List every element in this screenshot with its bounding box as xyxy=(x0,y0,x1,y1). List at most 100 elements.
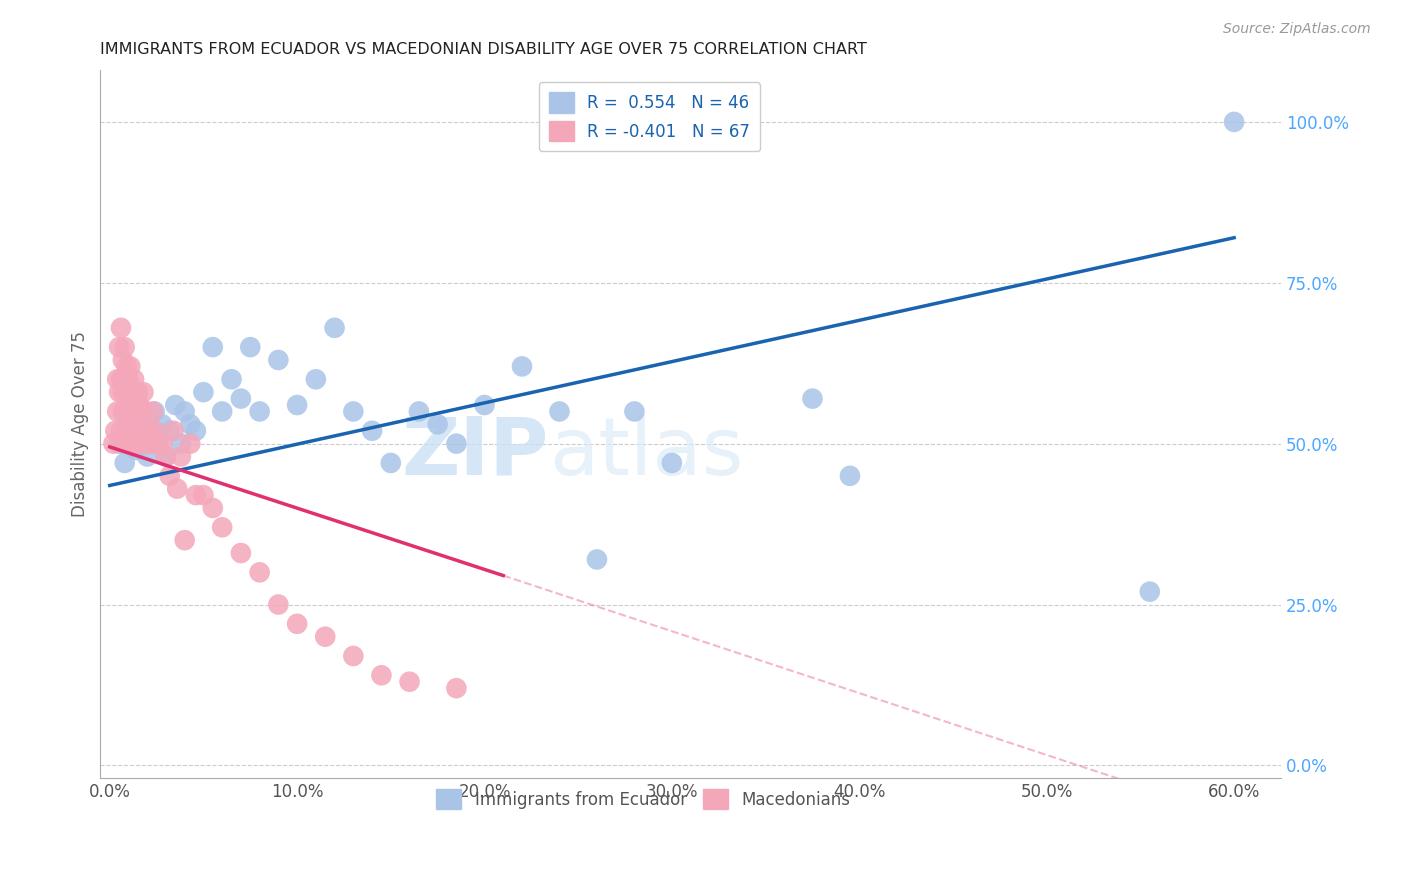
Point xyxy=(155,450,177,464)
Point xyxy=(370,668,392,682)
Point xyxy=(150,436,173,450)
Point xyxy=(121,385,143,400)
Point xyxy=(1139,584,1161,599)
Point xyxy=(120,385,142,400)
Point xyxy=(285,398,308,412)
Point xyxy=(267,353,290,368)
Point xyxy=(342,404,364,418)
Point xyxy=(249,566,271,580)
Point xyxy=(170,450,193,464)
Point xyxy=(128,398,150,412)
Point xyxy=(155,450,177,464)
Point xyxy=(111,353,134,368)
Point xyxy=(474,398,496,412)
Point xyxy=(159,468,181,483)
Point xyxy=(193,385,215,400)
Point xyxy=(111,385,134,400)
Point xyxy=(166,482,188,496)
Point xyxy=(103,436,125,450)
Point xyxy=(221,372,243,386)
Point xyxy=(143,424,166,438)
Point xyxy=(121,430,143,444)
Point xyxy=(211,404,233,418)
Point xyxy=(173,404,195,418)
Point xyxy=(285,616,308,631)
Point xyxy=(114,456,136,470)
Point xyxy=(179,417,201,432)
Point xyxy=(128,424,150,438)
Point xyxy=(267,598,290,612)
Point xyxy=(239,340,262,354)
Point xyxy=(138,424,160,438)
Point xyxy=(211,520,233,534)
Point xyxy=(105,372,128,386)
Point xyxy=(148,436,170,450)
Point xyxy=(173,533,195,548)
Point xyxy=(127,385,149,400)
Point xyxy=(165,398,187,412)
Point xyxy=(139,436,162,450)
Point xyxy=(114,340,136,354)
Point xyxy=(380,456,402,470)
Point xyxy=(314,630,336,644)
Point xyxy=(162,424,184,438)
Point xyxy=(114,404,136,418)
Point xyxy=(184,488,207,502)
Point xyxy=(125,443,148,458)
Point xyxy=(108,340,131,354)
Point xyxy=(229,392,252,406)
Point xyxy=(142,404,165,418)
Point xyxy=(114,436,136,450)
Point xyxy=(108,436,131,450)
Point xyxy=(342,648,364,663)
Point xyxy=(125,404,148,418)
Point xyxy=(586,552,609,566)
Y-axis label: Disability Age Over 75: Disability Age Over 75 xyxy=(72,331,89,517)
Point xyxy=(125,436,148,450)
Point xyxy=(801,392,824,406)
Point xyxy=(132,436,155,450)
Point xyxy=(229,546,252,560)
Point xyxy=(117,424,139,438)
Point xyxy=(127,424,149,438)
Point xyxy=(115,424,138,438)
Point xyxy=(426,417,449,432)
Point xyxy=(159,424,181,438)
Point xyxy=(108,385,131,400)
Point xyxy=(131,436,153,450)
Point xyxy=(121,436,143,450)
Point xyxy=(446,436,468,450)
Point xyxy=(136,436,159,450)
Point xyxy=(839,468,862,483)
Point xyxy=(623,404,645,418)
Text: IMMIGRANTS FROM ECUADOR VS MACEDONIAN DISABILITY AGE OVER 75 CORRELATION CHART: IMMIGRANTS FROM ECUADOR VS MACEDONIAN DI… xyxy=(100,42,868,57)
Point xyxy=(408,404,430,418)
Legend: Immigrants from Ecuador, Macedonians: Immigrants from Ecuador, Macedonians xyxy=(430,782,858,816)
Point xyxy=(305,372,328,386)
Point xyxy=(117,436,139,450)
Text: atlas: atlas xyxy=(548,414,744,491)
Point xyxy=(115,359,138,374)
Point xyxy=(111,404,134,418)
Point xyxy=(446,681,468,695)
Point xyxy=(548,404,571,418)
Point xyxy=(132,385,155,400)
Point xyxy=(121,404,143,418)
Point xyxy=(361,424,384,438)
Point xyxy=(120,424,142,438)
Point xyxy=(184,424,207,438)
Point xyxy=(105,404,128,418)
Point xyxy=(128,417,150,432)
Point xyxy=(148,436,170,450)
Text: ZIP: ZIP xyxy=(402,414,548,491)
Point xyxy=(249,404,271,418)
Point xyxy=(139,424,162,438)
Point xyxy=(122,372,145,386)
Point xyxy=(104,424,127,438)
Point xyxy=(110,372,132,386)
Point xyxy=(114,372,136,386)
Point xyxy=(150,417,173,432)
Point xyxy=(134,424,156,438)
Point xyxy=(110,424,132,438)
Point xyxy=(117,404,139,418)
